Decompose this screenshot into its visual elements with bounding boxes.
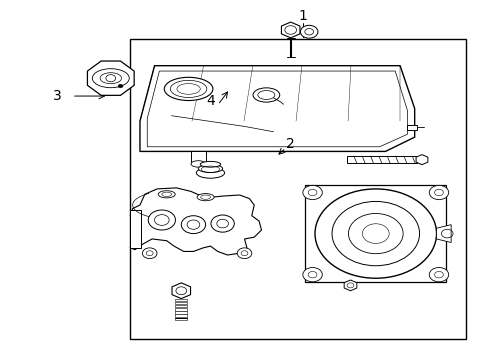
Polygon shape — [346, 156, 416, 163]
Polygon shape — [87, 61, 134, 95]
Polygon shape — [140, 66, 414, 152]
Polygon shape — [175, 314, 187, 317]
Circle shape — [118, 84, 122, 88]
Text: 1: 1 — [298, 9, 306, 23]
Circle shape — [181, 216, 205, 234]
Polygon shape — [175, 318, 187, 320]
Polygon shape — [130, 188, 261, 255]
Polygon shape — [175, 302, 187, 304]
Polygon shape — [175, 305, 187, 307]
Ellipse shape — [164, 77, 212, 100]
Ellipse shape — [200, 161, 220, 167]
Circle shape — [331, 202, 419, 266]
Polygon shape — [175, 298, 187, 301]
Polygon shape — [175, 311, 187, 314]
Circle shape — [142, 248, 157, 258]
Text: 4: 4 — [205, 94, 214, 108]
Polygon shape — [305, 185, 446, 282]
Circle shape — [428, 185, 448, 200]
Ellipse shape — [198, 165, 222, 172]
Polygon shape — [281, 22, 299, 38]
Text: 3: 3 — [53, 89, 61, 103]
Ellipse shape — [197, 194, 214, 201]
Ellipse shape — [252, 88, 279, 102]
Circle shape — [148, 210, 175, 230]
Polygon shape — [344, 280, 356, 291]
Circle shape — [428, 267, 448, 282]
Text: 2: 2 — [286, 137, 294, 151]
Circle shape — [300, 25, 317, 38]
Polygon shape — [436, 225, 450, 243]
Polygon shape — [407, 125, 416, 130]
Polygon shape — [191, 152, 205, 164]
Ellipse shape — [196, 167, 224, 178]
Polygon shape — [415, 155, 427, 165]
Circle shape — [210, 215, 234, 232]
Circle shape — [237, 248, 251, 258]
Circle shape — [314, 189, 436, 278]
Polygon shape — [172, 283, 190, 298]
Polygon shape — [175, 308, 187, 311]
Ellipse shape — [158, 191, 175, 198]
Circle shape — [302, 267, 322, 282]
Bar — [130, 39, 465, 339]
Circle shape — [348, 213, 402, 254]
Circle shape — [302, 185, 322, 200]
Polygon shape — [130, 210, 141, 248]
Ellipse shape — [191, 161, 205, 167]
